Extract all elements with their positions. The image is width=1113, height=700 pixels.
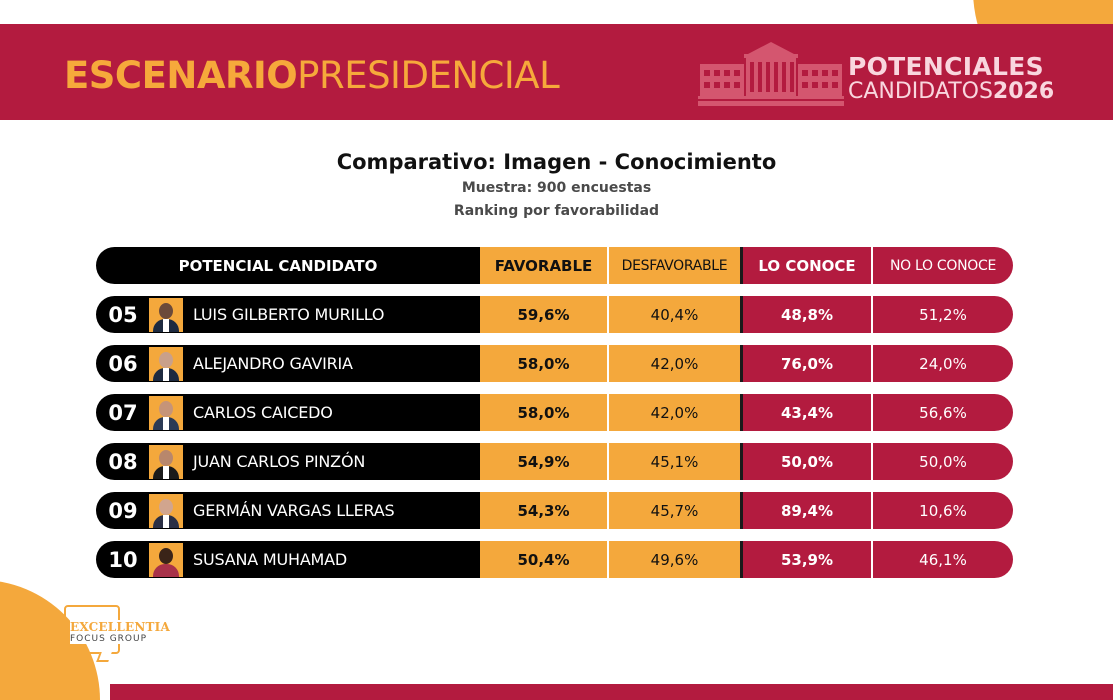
table-row: 07 CARLOS CAICEDO 58,0% 42,0% 43,4% 56,6… — [96, 394, 1016, 431]
badge-year: 2026 — [992, 79, 1055, 104]
candidate-photo — [149, 444, 183, 479]
excellentia-logo: EXCELLENTIA FOCUS GROUP — [64, 605, 174, 662]
known-value: 43,4% — [740, 394, 871, 431]
logo-bubble-tail — [96, 652, 112, 662]
unfavorable-value: 45,1% — [607, 443, 740, 480]
badge-line-2: CANDIDATOS2026 — [848, 80, 1054, 104]
unknown-value: 10,6% — [871, 492, 1013, 529]
candidate-cell: 07 CARLOS CAICEDO — [96, 394, 480, 431]
favorable-value: 54,3% — [480, 492, 607, 529]
candidate-name: GERMÁN VARGAS LLERAS — [193, 501, 395, 520]
unknown-value: 24,0% — [871, 345, 1013, 382]
favorable-value: 59,6% — [480, 296, 607, 333]
badge-line-1: POTENCIALES — [848, 52, 1044, 81]
favorable-value: 58,0% — [480, 345, 607, 382]
candidate-name: LUIS GILBERTO MURILLO — [193, 305, 385, 324]
footer-band — [110, 684, 1113, 700]
rank-number: 09 — [108, 498, 138, 523]
candidate-photo — [149, 542, 183, 577]
page-title: ESCENARIOPRESIDENCIAL — [64, 54, 560, 97]
candidate-photo — [149, 297, 183, 332]
candidate-name: ALEJANDRO GAVIRIA — [193, 354, 353, 373]
candidate-photo — [149, 395, 183, 430]
table-row: 06 ALEJANDRO GAVIRIA 58,0% 42,0% 76,0% 2… — [96, 345, 1016, 382]
heading-ranking: Ranking por favorabilidad — [453, 203, 660, 219]
header-unknown: NO LO CONOCE — [871, 247, 1013, 284]
rank-number: 06 — [108, 351, 138, 376]
unfavorable-value: 40,4% — [607, 296, 740, 333]
logo-line-2: FOCUS GROUP — [70, 634, 150, 644]
header-known: LO CONOCE — [740, 247, 871, 284]
favorable-value: 58,0% — [480, 394, 607, 431]
table-row: 10 SUSANA MUHAMAD 50,4% 49,6% 53,9% 46,1… — [96, 541, 1016, 578]
capitol-building-icon — [698, 42, 844, 106]
known-value: 48,8% — [740, 296, 871, 333]
table-row: 08 JUAN CARLOS PINZÓN 54,9% 45,1% 50,0% … — [96, 443, 1016, 480]
candidate-photo — [149, 346, 183, 381]
candidate-cell: 05 LUIS GILBERTO MURILLO — [96, 296, 480, 333]
candidate-cell: 08 JUAN CARLOS PINZÓN — [96, 443, 480, 480]
unfavorable-value: 49,6% — [607, 541, 740, 578]
known-value: 89,4% — [740, 492, 871, 529]
known-value: 50,0% — [740, 443, 871, 480]
header-band: ESCENARIOPRESIDENCIAL POTENCIALES CANDI — [0, 24, 1113, 120]
heading-title: Comparativo: Imagen - Conocimiento — [336, 150, 777, 174]
known-value: 53,9% — [740, 541, 871, 578]
candidate-name: SUSANA MUHAMAD — [193, 550, 348, 569]
favorable-value: 54,9% — [480, 443, 607, 480]
candidates-2026-badge: POTENCIALES CANDIDATOS2026 — [848, 54, 1054, 104]
candidate-name: CARLOS CAICEDO — [193, 403, 333, 422]
table-row: 05 LUIS GILBERTO MURILLO 59,6% 40,4% 48,… — [96, 296, 1016, 333]
unknown-value: 46,1% — [871, 541, 1013, 578]
table-row: 09 GERMÁN VARGAS LLERAS 54,3% 45,7% 89,4… — [96, 492, 1016, 529]
rank-number: 10 — [108, 547, 138, 572]
candidate-cell: 06 ALEJANDRO GAVIRIA — [96, 345, 480, 382]
favorable-value: 50,4% — [480, 541, 607, 578]
unknown-value: 51,2% — [871, 296, 1013, 333]
results-table: POTENCIAL CANDIDATO FAVORABLE DESFAVORAB… — [96, 247, 1016, 590]
title-light: PRESIDENCIAL — [297, 54, 560, 97]
unfavorable-value: 45,7% — [607, 492, 740, 529]
table-header-row: POTENCIAL CANDIDATO FAVORABLE DESFAVORAB… — [96, 247, 1016, 284]
unknown-value: 50,0% — [871, 443, 1013, 480]
unfavorable-value: 42,0% — [607, 345, 740, 382]
known-value: 76,0% — [740, 345, 871, 382]
logo-line-1: EXCELLENTIA — [70, 620, 172, 634]
candidate-photo — [149, 493, 183, 528]
heading-sample: Muestra: 900 encuestas — [461, 180, 652, 196]
rank-number: 07 — [108, 400, 138, 425]
candidate-cell: 10 SUSANA MUHAMAD — [96, 541, 480, 578]
rank-number: 05 — [108, 302, 138, 327]
header-favorable: FAVORABLE — [480, 247, 607, 284]
title-bold: ESCENARIO — [64, 54, 298, 97]
candidate-name: JUAN CARLOS PINZÓN — [193, 452, 366, 471]
badge-candidatos: CANDIDATOS — [848, 79, 993, 104]
header-candidate: POTENCIAL CANDIDATO — [96, 247, 480, 284]
candidate-cell: 09 GERMÁN VARGAS LLERAS — [96, 492, 480, 529]
chart-heading: Comparativo: Imagen - Conocimiento Muest… — [0, 150, 1113, 219]
unfavorable-value: 42,0% — [607, 394, 740, 431]
rank-number: 08 — [108, 449, 138, 474]
header-unfavorable: DESFAVORABLE — [607, 247, 740, 284]
unknown-value: 56,6% — [871, 394, 1013, 431]
